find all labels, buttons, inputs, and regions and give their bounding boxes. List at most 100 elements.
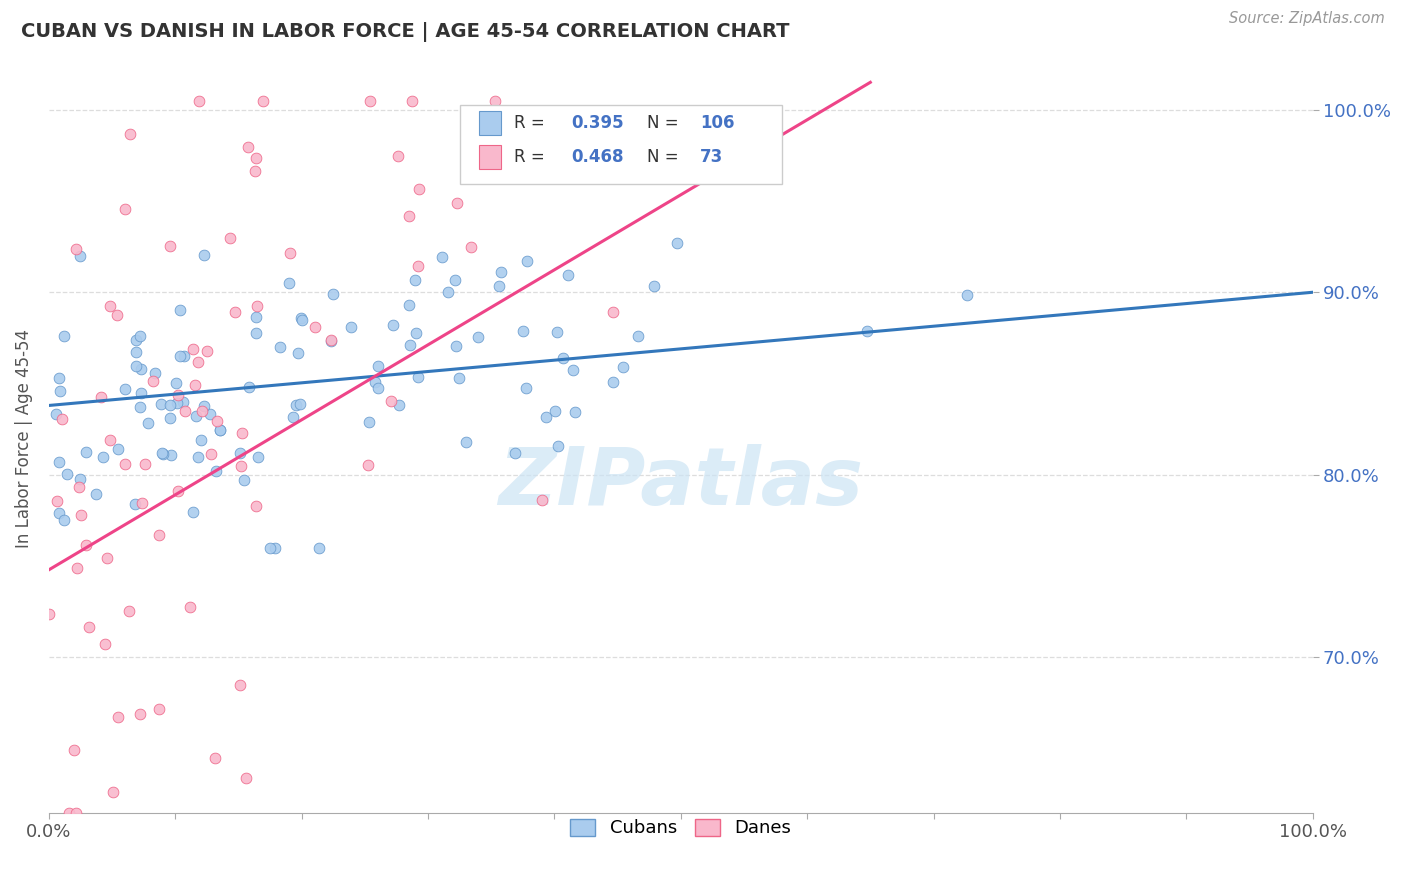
Point bbox=[159, 398, 181, 412]
Point bbox=[166, 396, 188, 410]
Point bbox=[90, 390, 112, 404]
Point bbox=[380, 394, 402, 409]
Point bbox=[290, 397, 312, 411]
Point bbox=[287, 346, 309, 360]
Point bbox=[229, 678, 252, 692]
Point bbox=[184, 409, 207, 423]
Point bbox=[364, 375, 387, 389]
Text: N =: N = bbox=[647, 148, 683, 166]
Point bbox=[602, 375, 624, 389]
Point bbox=[235, 771, 257, 785]
Point bbox=[467, 330, 489, 344]
Point bbox=[52, 329, 75, 343]
Point bbox=[290, 311, 312, 326]
Point bbox=[169, 303, 191, 318]
Point bbox=[503, 446, 526, 460]
Point bbox=[150, 397, 173, 411]
Point bbox=[666, 236, 689, 251]
Point bbox=[128, 329, 150, 343]
Point bbox=[69, 480, 91, 494]
Point bbox=[114, 202, 136, 216]
Point bbox=[98, 299, 121, 313]
Point bbox=[245, 499, 267, 513]
Text: 0.395: 0.395 bbox=[571, 114, 623, 132]
Point bbox=[165, 376, 187, 390]
Point bbox=[322, 286, 344, 301]
Point bbox=[152, 447, 174, 461]
Point bbox=[167, 483, 190, 498]
Point bbox=[401, 94, 423, 108]
Point bbox=[101, 784, 124, 798]
Point bbox=[53, 513, 76, 527]
Point bbox=[125, 359, 148, 373]
Point bbox=[233, 474, 256, 488]
Point bbox=[278, 246, 301, 260]
Y-axis label: In Labor Force | Age 45-54: In Labor Force | Age 45-54 bbox=[15, 329, 32, 548]
Point bbox=[70, 508, 93, 523]
Point bbox=[304, 320, 326, 334]
Point bbox=[956, 287, 979, 301]
Point bbox=[460, 239, 482, 253]
Point bbox=[136, 416, 159, 430]
Point bbox=[398, 298, 420, 312]
Point bbox=[449, 371, 471, 385]
Point bbox=[51, 412, 73, 426]
Point bbox=[367, 359, 389, 373]
Point bbox=[229, 459, 252, 474]
Point bbox=[245, 326, 267, 340]
Point bbox=[91, 450, 114, 465]
Bar bbox=[478, 112, 502, 136]
Point bbox=[246, 450, 269, 465]
Point bbox=[38, 607, 60, 621]
Point bbox=[105, 308, 128, 322]
Point bbox=[238, 380, 260, 394]
Point bbox=[134, 457, 156, 471]
Point bbox=[382, 318, 405, 332]
Point bbox=[243, 164, 266, 178]
Point bbox=[856, 324, 879, 338]
Point bbox=[125, 345, 148, 359]
Point bbox=[488, 279, 510, 293]
Point bbox=[159, 410, 181, 425]
Point bbox=[553, 351, 575, 365]
Point bbox=[49, 384, 72, 398]
Point bbox=[406, 260, 429, 274]
Text: Source: ZipAtlas.com: Source: ZipAtlas.com bbox=[1229, 11, 1385, 26]
Point bbox=[430, 250, 453, 264]
Point bbox=[118, 604, 141, 618]
Point bbox=[515, 382, 537, 396]
Point bbox=[544, 404, 567, 418]
Text: CUBAN VS DANISH IN LABOR FORCE | AGE 45-54 CORRELATION CHART: CUBAN VS DANISH IN LABOR FORCE | AGE 45-… bbox=[21, 22, 790, 42]
Point bbox=[129, 362, 152, 376]
Point bbox=[107, 442, 129, 456]
Point bbox=[62, 743, 84, 757]
Point bbox=[291, 312, 314, 326]
Point bbox=[408, 182, 430, 196]
Point bbox=[188, 94, 211, 108]
Point bbox=[404, 273, 426, 287]
Point bbox=[446, 339, 468, 353]
Text: 0.468: 0.468 bbox=[571, 148, 623, 166]
Point bbox=[367, 380, 389, 394]
Point bbox=[179, 599, 201, 614]
Point bbox=[65, 242, 87, 256]
Point bbox=[443, 273, 465, 287]
Point bbox=[58, 805, 80, 820]
FancyBboxPatch shape bbox=[460, 105, 782, 184]
Point bbox=[546, 325, 568, 339]
Point bbox=[308, 541, 330, 555]
Point bbox=[399, 338, 422, 352]
Point bbox=[45, 494, 67, 508]
Point bbox=[107, 710, 129, 724]
Point bbox=[259, 541, 281, 555]
Point bbox=[48, 371, 70, 385]
Point bbox=[69, 248, 91, 262]
Point bbox=[124, 497, 146, 511]
Point bbox=[150, 446, 173, 460]
Point bbox=[96, 551, 118, 566]
Point bbox=[209, 423, 232, 437]
Point bbox=[187, 450, 209, 464]
Point bbox=[148, 528, 170, 542]
Point bbox=[398, 209, 420, 223]
Point bbox=[359, 94, 381, 108]
